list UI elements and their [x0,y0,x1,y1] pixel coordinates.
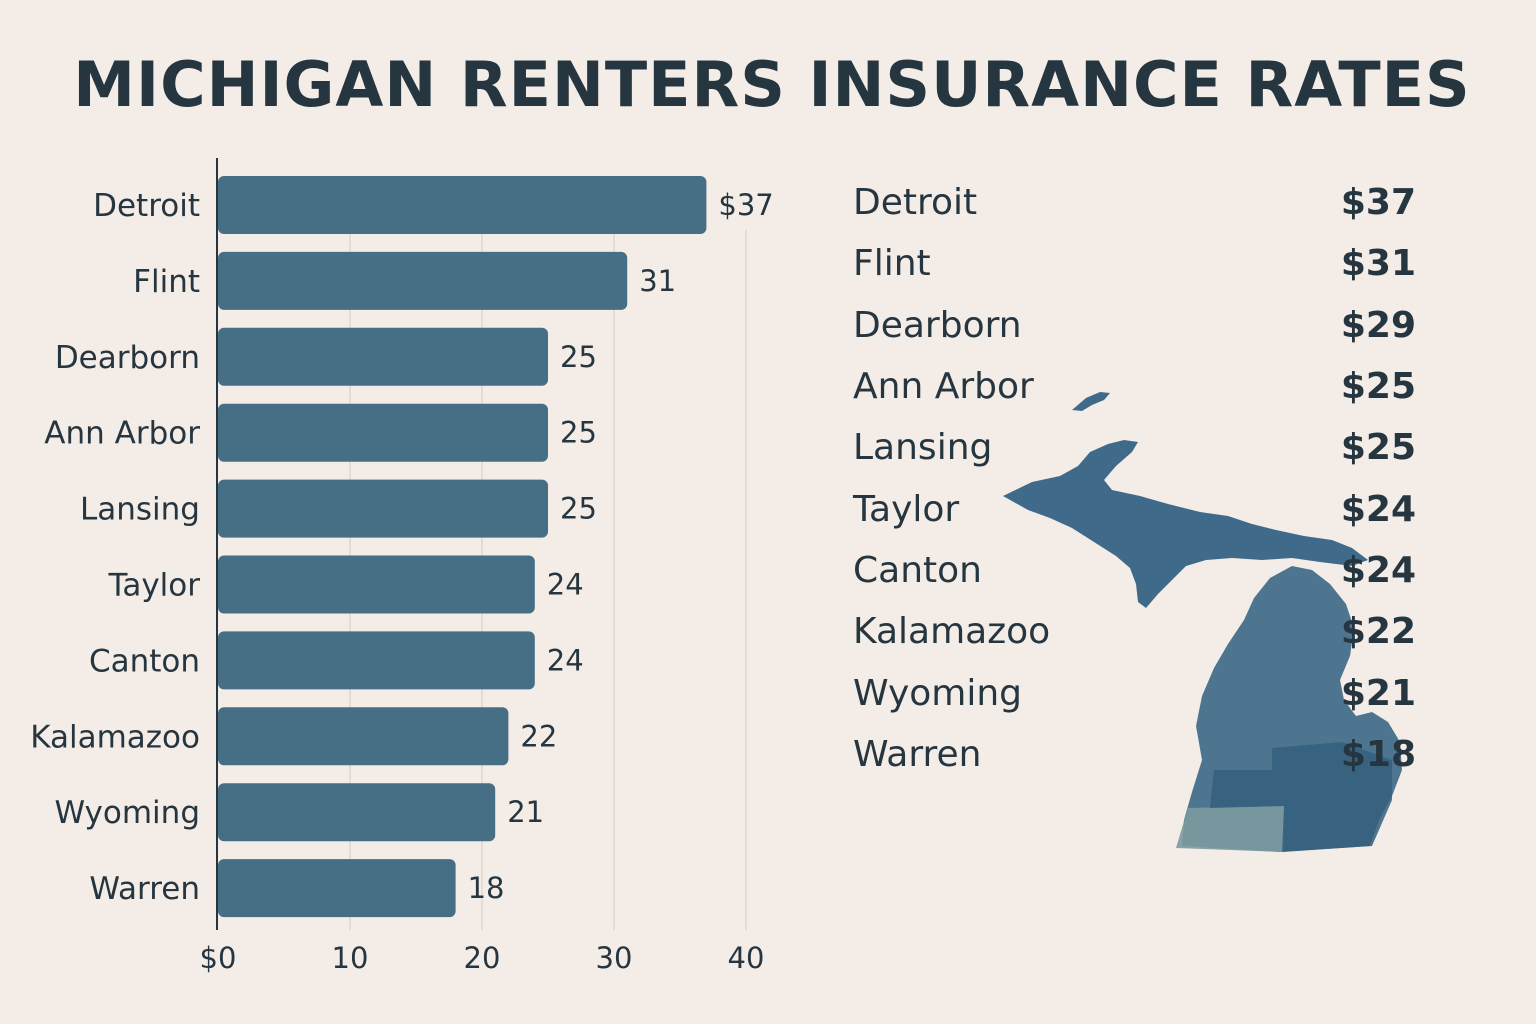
bar-ann-arbor [218,403,548,462]
rate-row: Lansing $25 [853,417,1416,478]
category-label: Lansing [80,492,200,528]
category-label: Taylor [108,568,201,604]
value-label: 25 [560,492,597,526]
bar-chart: $0 10 20 30 40 Detroit $37 Flint 31 Dearborn 25 Ann… [30,158,774,975]
x-tick-label: 40 [728,941,765,975]
page-title: MICHIGAN RENTERS INSURANCE RATES [73,48,1471,121]
value-label: 25 [560,340,597,374]
category-label: Flint [133,264,200,300]
category-label: Warren [89,871,200,907]
x-tick-label: 20 [464,941,501,975]
rate-value: $24 [1340,488,1416,530]
rate-row: Ann Arbor $25 [853,356,1416,417]
rate-row: Dearborn $29 [853,295,1416,356]
value-label: 21 [507,795,544,829]
southeast-region-shape [1210,742,1392,852]
rate-value: $25 [1340,366,1416,408]
rate-value: $22 [1340,611,1416,653]
bar-wyoming [218,783,496,842]
value-label: 31 [639,264,676,298]
rate-row: Detroit $37 [853,172,1416,233]
value-label: $37 [718,188,773,222]
bar-canton [218,631,535,690]
rate-value: $24 [1340,549,1416,591]
rate-city: Ann Arbor [853,366,1034,408]
rate-value: $25 [1340,427,1416,469]
isle-royale-shape [1072,392,1110,411]
rate-city: Wyoming [853,672,1023,714]
x-tick-label: $0 [200,941,237,975]
rate-city: Dearborn [853,304,1022,346]
rate-city: Taylor [853,488,960,530]
rate-row: Wyoming $21 [853,662,1416,723]
category-label: Ann Arbor [44,416,200,452]
rate-table: Detroit $37 Flint $31 Dearborn $29 Ann Arbor $2… [853,172,1416,785]
x-tick-label: 30 [596,941,633,975]
rate-value: $18 [1340,733,1416,775]
bar-kalamazoo [218,707,509,766]
rate-city: Warren [853,733,982,775]
rate-city: Canton [853,549,982,591]
value-label: 22 [520,719,557,753]
category-label: Detroit [93,188,200,224]
value-label: 24 [547,643,584,677]
rate-row: Warren $18 [853,724,1416,785]
rate-row: Canton $24 [853,540,1416,601]
bar-warren [218,859,456,918]
bar-taylor [218,555,535,614]
southwest-region-shape [1176,806,1284,852]
value-label: 18 [468,871,505,905]
rate-value: $37 [1340,182,1416,224]
category-label: Dearborn [55,340,200,376]
bar-detroit [218,176,707,234]
category-label: Wyoming [54,795,200,831]
rate-row: Flint $31 [853,233,1416,294]
upper-peninsula-shape [1003,440,1368,608]
x-tick-label: 10 [332,941,369,975]
bar-flint [218,251,628,310]
bar-dearborn [218,327,548,386]
value-label: 24 [547,568,584,602]
rate-city: Kalamazoo [853,611,1051,653]
rate-city: Flint [853,243,931,285]
bar-lansing [218,479,548,538]
rate-value: $21 [1340,672,1416,714]
rate-row: Kalamazoo $22 [853,601,1416,662]
category-label: Kalamazoo [30,719,200,755]
value-label: 25 [560,416,597,450]
rate-row: Taylor $24 [853,478,1416,539]
rate-city: Detroit [853,182,978,224]
rate-value: $31 [1340,243,1416,285]
rate-city: Lansing [853,427,993,469]
category-label: Canton [89,643,200,679]
rate-value: $29 [1340,304,1416,346]
